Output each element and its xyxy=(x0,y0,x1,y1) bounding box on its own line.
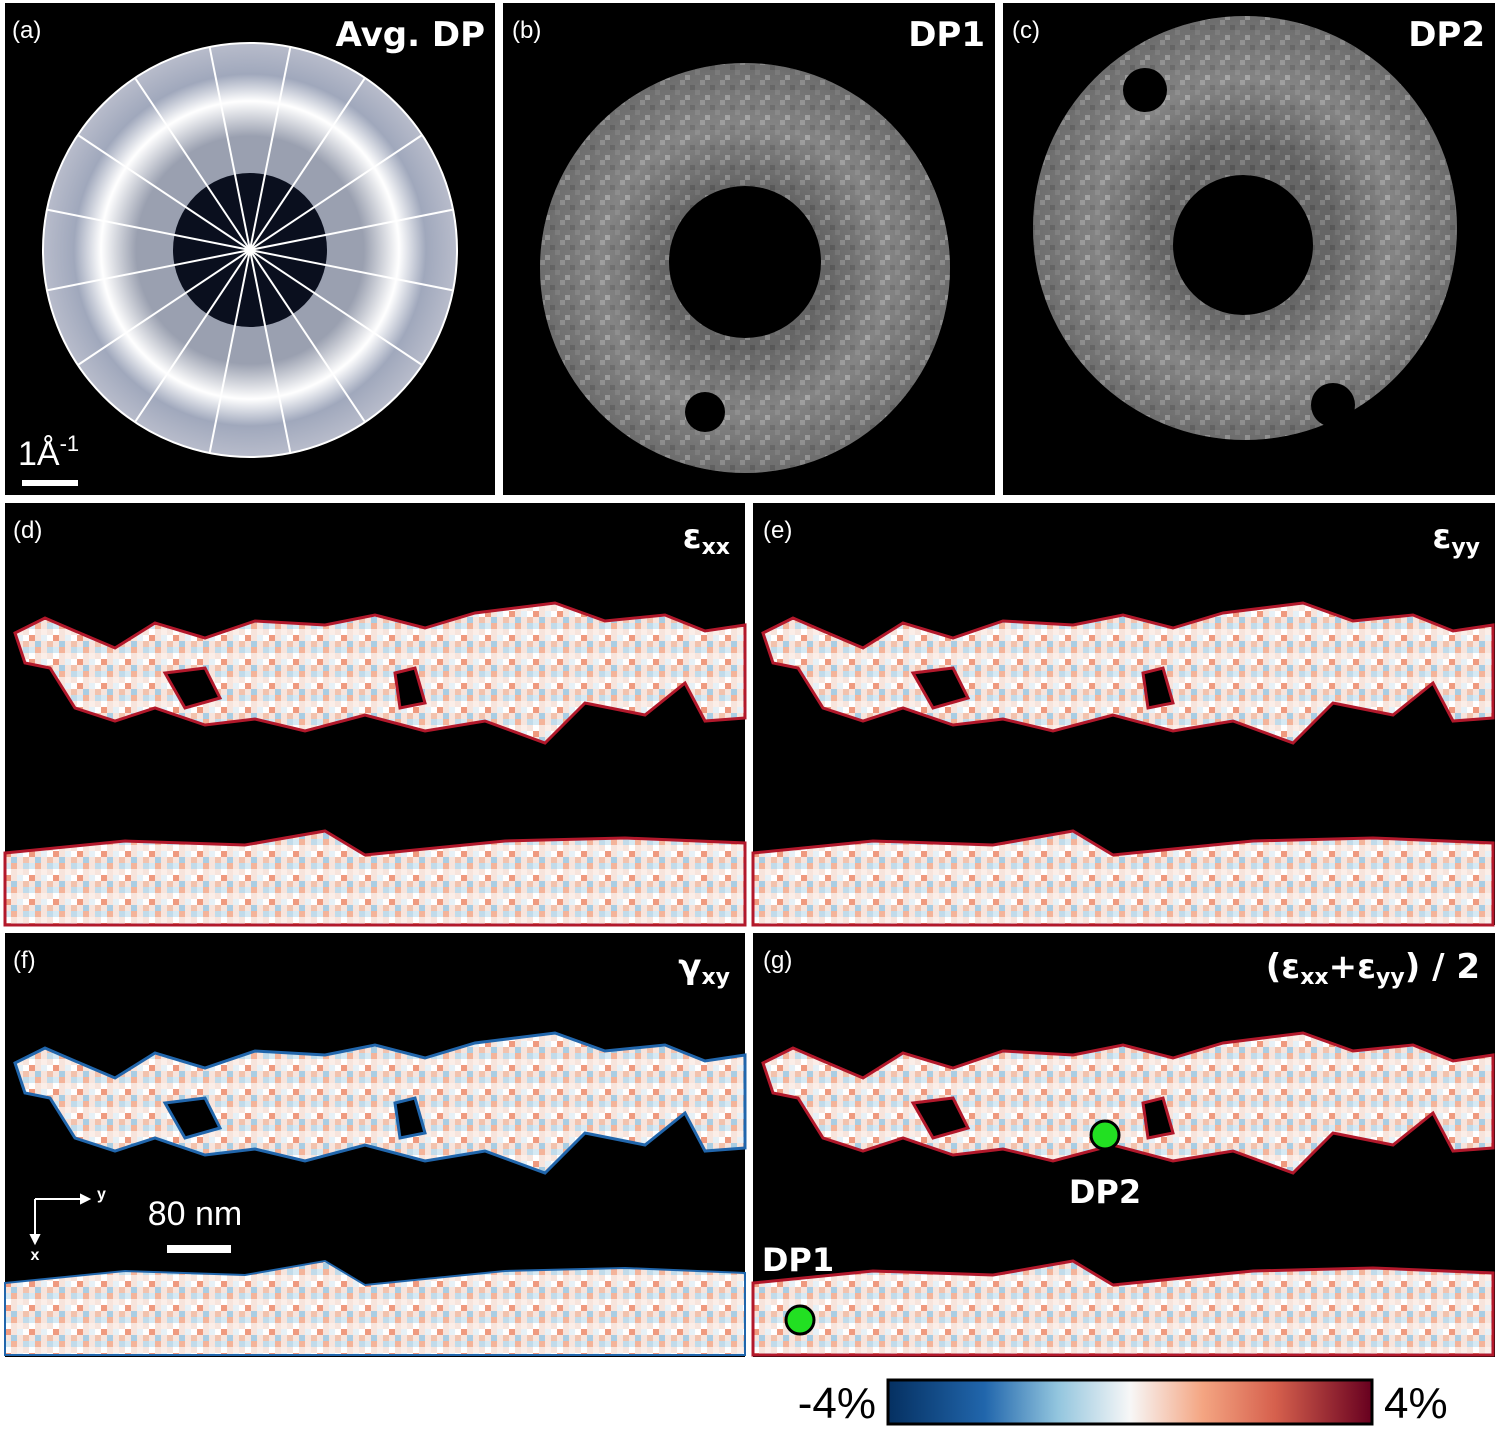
marker-label: DP2 xyxy=(1069,1173,1141,1211)
colorbar-min: -4% xyxy=(798,1379,876,1428)
sector-line xyxy=(249,249,454,292)
panel-f: (f) γxy y x 80 nm xyxy=(4,933,747,1357)
sector-line xyxy=(208,46,251,251)
sector-line xyxy=(77,249,251,366)
axes-icon xyxy=(29,1193,92,1246)
marker xyxy=(784,1304,816,1336)
sector-line xyxy=(249,77,366,251)
sector-line xyxy=(77,134,251,251)
mask-hole xyxy=(1123,68,1167,112)
panel-title: γxy xyxy=(678,947,730,990)
panel-title: DP2 xyxy=(1408,15,1485,55)
scale-label: 1Å-1 xyxy=(18,431,79,473)
panel-label: (b) xyxy=(512,17,541,44)
sector-line xyxy=(208,249,251,454)
panel-label: (e) xyxy=(763,517,792,544)
panel-e: (e) εyy xyxy=(751,503,1495,927)
sector-line xyxy=(134,77,251,251)
sector-line xyxy=(249,134,423,251)
sector-line xyxy=(46,249,251,292)
panel-label: (g) xyxy=(763,947,792,974)
scale-label: 80 nm xyxy=(148,1195,243,1233)
panel-title: Avg. DP xyxy=(336,15,486,55)
scale-bar xyxy=(167,1245,231,1253)
sector-line xyxy=(249,249,423,366)
axis-label: x xyxy=(31,1247,40,1264)
panel-label: (f) xyxy=(13,947,36,974)
panel-title: (εxx+εyy) / 2 xyxy=(1266,947,1480,990)
panel-d: (d) εxx xyxy=(3,503,747,927)
sector-lines xyxy=(46,46,454,454)
panel-label: (d) xyxy=(13,517,42,544)
sector-line xyxy=(249,249,366,423)
colorbar-max: 4% xyxy=(1384,1379,1448,1428)
marker xyxy=(1089,1119,1121,1151)
beam-block xyxy=(669,186,821,338)
panel-label: (c) xyxy=(1012,17,1040,44)
sector-line xyxy=(249,208,454,251)
panel-title: εxx xyxy=(683,517,730,560)
sector-line xyxy=(46,208,251,251)
beam-block xyxy=(1173,175,1313,315)
sector-line xyxy=(134,249,251,423)
axis-label: y xyxy=(97,1186,106,1203)
mask-hole xyxy=(1311,383,1355,427)
mask-hole xyxy=(685,392,725,432)
marker-label: DP1 xyxy=(762,1241,834,1279)
sector-line xyxy=(249,46,292,251)
panel-label: (a) xyxy=(12,17,41,44)
panel-title: εyy xyxy=(1432,517,1480,560)
scale-bar xyxy=(22,480,78,486)
sector-line xyxy=(249,249,292,454)
panel-g: (g) (εxx+εyy) / 2 DP2 DP1 xyxy=(751,933,1495,1357)
colorbar xyxy=(886,1378,1374,1426)
panel-title: DP1 xyxy=(908,15,985,55)
